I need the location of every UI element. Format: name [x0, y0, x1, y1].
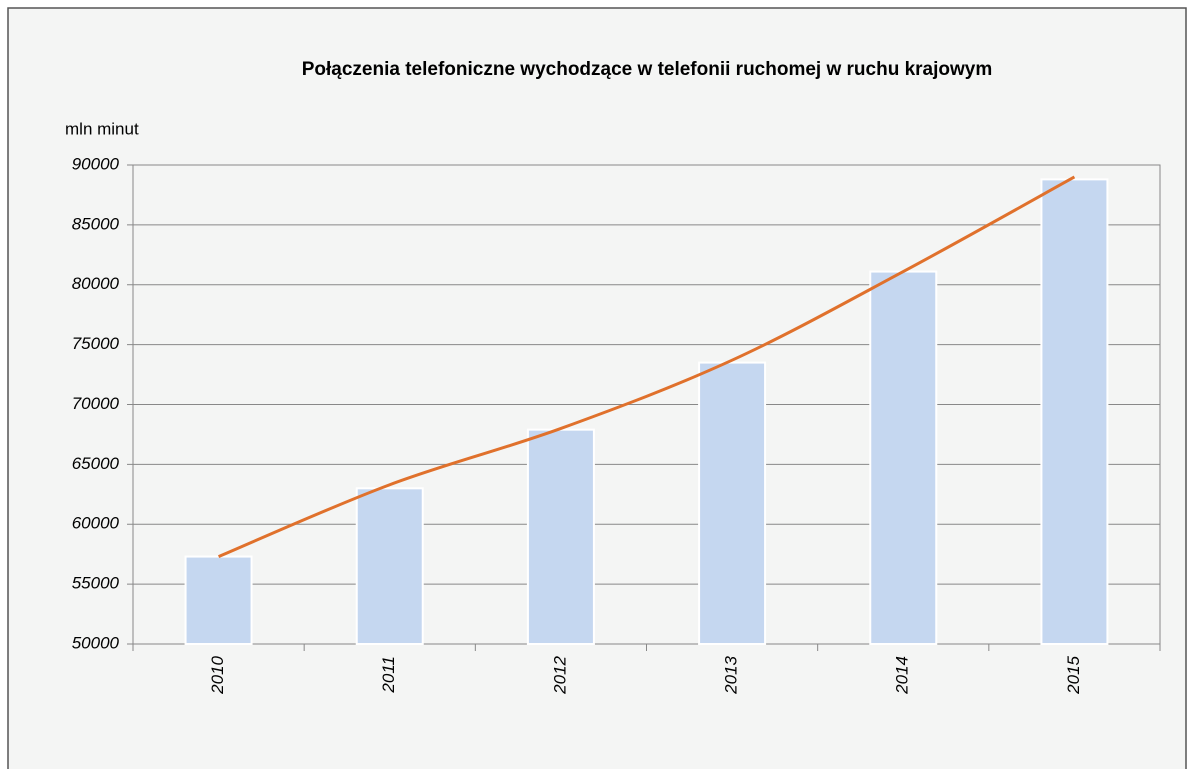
x-tick-label: 2012	[550, 655, 569, 694]
bar	[355, 487, 424, 646]
x-tick-label: 2013	[722, 655, 741, 694]
bar	[869, 270, 938, 645]
chart-frame	[7, 7, 1187, 769]
y-tick-label: 75000	[72, 334, 120, 353]
y-tick-label: 80000	[72, 274, 120, 293]
bar	[526, 428, 595, 645]
y-tick-label: 50000	[72, 633, 120, 652]
y-tick-label: 70000	[72, 394, 120, 413]
y-tick-label: 65000	[72, 454, 120, 473]
chart-title: Połączenia telefoniczne wychodzące w tel…	[302, 59, 993, 80]
x-tick-label: 2011	[379, 656, 398, 694]
y-tick-label: 85000	[72, 214, 120, 233]
bar	[1040, 178, 1109, 645]
y-tick-label: 90000	[72, 154, 120, 173]
y-axis-label: mln minut	[65, 119, 139, 138]
bar	[184, 555, 253, 646]
x-tick-label: 2015	[1064, 655, 1083, 694]
y-tick-label: 55000	[72, 574, 120, 593]
x-tick-label: 2010	[208, 655, 227, 694]
bar	[698, 361, 767, 645]
y-tick-label: 60000	[72, 514, 120, 533]
trend-line	[218, 175, 1076, 558]
x-tick-label: 2014	[893, 656, 912, 695]
